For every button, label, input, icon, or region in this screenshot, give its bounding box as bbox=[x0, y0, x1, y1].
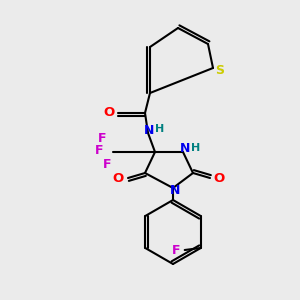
Text: F: F bbox=[98, 131, 106, 145]
Text: N: N bbox=[144, 124, 154, 137]
Text: F: F bbox=[95, 143, 103, 157]
Text: N: N bbox=[170, 184, 180, 196]
Text: O: O bbox=[213, 172, 225, 184]
Text: O: O bbox=[112, 172, 124, 184]
Text: F: F bbox=[103, 158, 111, 170]
Text: S: S bbox=[215, 64, 224, 77]
Text: H: H bbox=[191, 143, 201, 153]
Text: H: H bbox=[155, 124, 165, 134]
Text: O: O bbox=[103, 106, 115, 119]
Text: F: F bbox=[172, 244, 180, 256]
Text: N: N bbox=[180, 142, 190, 154]
